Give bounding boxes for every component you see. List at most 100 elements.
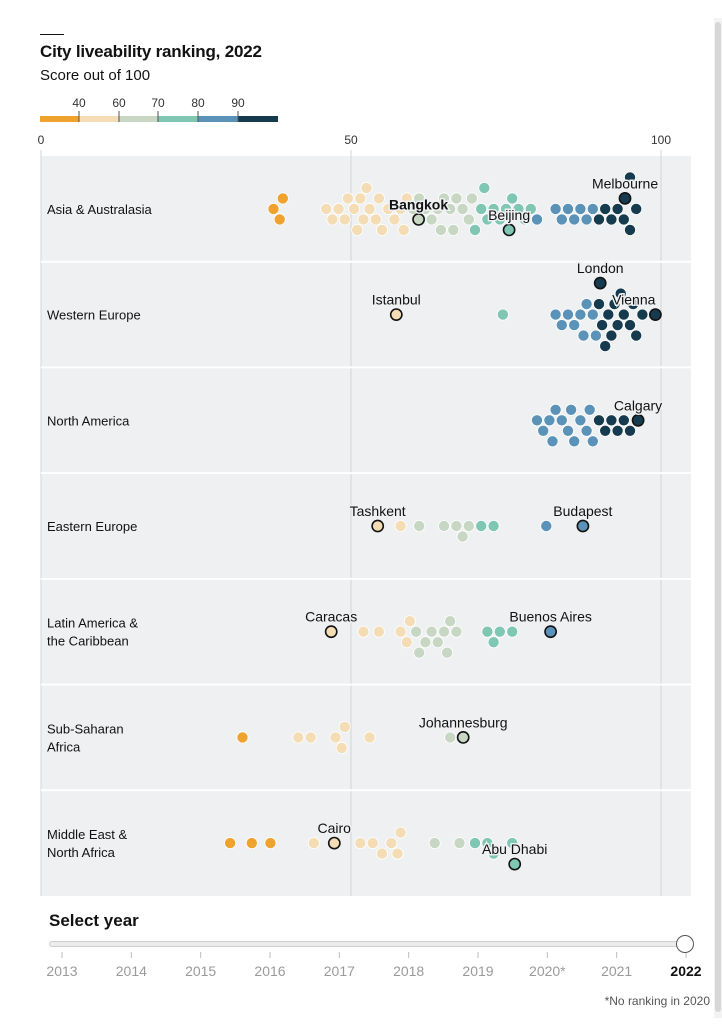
year-label[interactable]: 2015 <box>185 963 216 979</box>
city-dot-highlight <box>544 625 557 639</box>
year-label[interactable]: 2022 <box>670 963 701 979</box>
city-dot <box>307 837 320 850</box>
city-dot <box>599 424 612 437</box>
city-dot <box>574 308 587 321</box>
city-label: Calgary <box>614 397 662 413</box>
year-label[interactable]: 2021 <box>601 963 632 979</box>
city-dot <box>499 202 512 215</box>
city-dot <box>394 826 407 839</box>
city-dot <box>562 202 575 215</box>
city-dot <box>410 625 423 638</box>
city-label: Istanbul <box>372 292 421 308</box>
city-dot <box>441 646 454 659</box>
city-dot-highlight <box>324 625 338 639</box>
city-dot <box>555 319 568 332</box>
city-dot <box>599 202 612 215</box>
year-label[interactable]: 2016 <box>254 963 285 979</box>
year-label[interactable]: 2018 <box>393 963 424 979</box>
year-label[interactable]: 2019 <box>462 963 493 979</box>
city-dot <box>406 202 419 215</box>
legend-label: 40 <box>72 96 86 110</box>
city-dot <box>264 837 277 850</box>
city-dot <box>487 202 500 215</box>
city-dot-highlight <box>631 413 645 427</box>
city-dot <box>506 192 519 205</box>
city-dot <box>549 403 562 416</box>
city-dot <box>444 615 457 628</box>
city-dot <box>425 625 438 638</box>
city-dot <box>555 213 568 226</box>
city-dot <box>338 720 351 733</box>
region-label: the Caribbean <box>47 634 129 649</box>
city-dot <box>320 202 333 215</box>
city-dot <box>382 202 395 215</box>
city-dot <box>593 298 606 311</box>
chart-subtitle: Score out of 100 <box>40 67 151 84</box>
city-dot <box>617 213 630 226</box>
legend-label: 90 <box>231 96 245 110</box>
city-label: Bangkok <box>389 196 448 212</box>
city-dot <box>354 192 367 205</box>
city-dot <box>589 329 602 342</box>
city-dot <box>468 837 481 850</box>
city-dot <box>236 731 249 744</box>
city-dot <box>394 202 407 215</box>
city-dot <box>363 202 376 215</box>
city-dot <box>487 847 500 860</box>
region-label: North Africa <box>47 845 116 860</box>
city-dot <box>444 731 457 744</box>
year-label[interactable]: 2014 <box>116 963 147 979</box>
city-dot <box>611 202 624 215</box>
city-dot <box>431 636 444 649</box>
city-dot <box>593 213 606 226</box>
city-dot <box>375 847 388 860</box>
city-dot <box>546 435 559 448</box>
city-dot <box>537 424 550 437</box>
city-dot <box>630 329 643 342</box>
year-slider-thumb[interactable] <box>676 935 694 953</box>
city-dot <box>357 213 370 226</box>
city-dot <box>332 202 345 215</box>
city-dot-highlight <box>593 276 607 290</box>
city-dot <box>531 414 544 427</box>
city-dot-highlight <box>456 731 470 744</box>
title-rule <box>40 34 64 35</box>
city-label: Cairo <box>318 820 352 836</box>
year-slider-track[interactable] <box>49 941 689 947</box>
legend-swatch <box>79 116 119 122</box>
city-dot <box>397 223 410 236</box>
year-label[interactable]: 2020* <box>529 963 566 979</box>
city-dot <box>580 298 593 311</box>
city-dot <box>375 223 388 236</box>
city-dot <box>630 202 643 215</box>
city-dot <box>555 414 568 427</box>
city-dot <box>400 192 413 205</box>
city-dot <box>341 192 354 205</box>
city-dot <box>329 731 342 744</box>
city-dot <box>413 646 426 659</box>
city-dot-highlight <box>412 212 425 226</box>
city-dot <box>562 308 575 321</box>
city-dot <box>481 213 494 226</box>
city-label: Abu Dhabi <box>482 841 547 857</box>
city-dot <box>453 837 466 850</box>
city-dot <box>450 520 463 533</box>
city-dot <box>608 298 621 311</box>
city-dot <box>481 837 494 850</box>
city-dot <box>605 329 618 342</box>
city-dot <box>611 424 624 437</box>
x-tick-label: 50 <box>344 133 358 147</box>
city-dot <box>338 213 351 226</box>
legend-label: 80 <box>191 96 205 110</box>
scrollbar-thumb[interactable] <box>715 22 721 1012</box>
year-label[interactable]: 2013 <box>46 963 77 979</box>
year-label[interactable]: 2017 <box>324 963 355 979</box>
city-dot <box>450 192 463 205</box>
city-dot <box>437 520 450 533</box>
city-dot <box>372 625 385 638</box>
city-dot <box>292 731 305 744</box>
region-label: Eastern Europe <box>47 519 137 534</box>
city-dot <box>351 223 364 236</box>
city-dot <box>450 625 463 638</box>
